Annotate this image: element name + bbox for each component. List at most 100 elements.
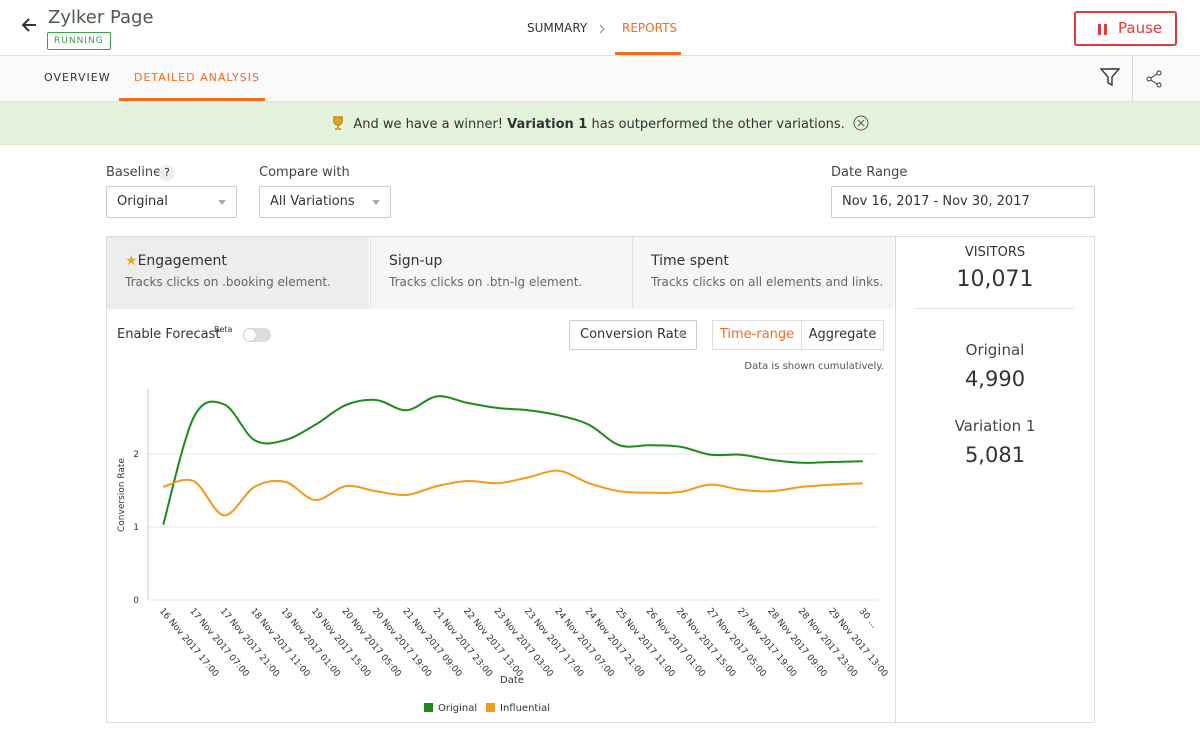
baseline-value: Original (117, 194, 168, 209)
help-icon[interactable]: ? (159, 165, 175, 181)
x-tick-label: 17 Nov 2017 21:00 (218, 607, 281, 680)
y-tick-label: 2 (133, 450, 139, 460)
nav-reports[interactable]: REPORTS (622, 21, 678, 35)
divider (895, 237, 896, 722)
date-input[interactable]: Nov 16, 2017 - Nov 30, 2017 (831, 186, 1095, 218)
goal-name: Engagement (137, 253, 227, 269)
variation-visitors: 4,990 (964, 367, 1026, 391)
series-line (162, 395, 863, 526)
goal-desc: Tracks clicks on .booking element. (125, 275, 331, 289)
banner-suffix: has outperformed the other variations. (591, 117, 845, 132)
caret (678, 333, 686, 338)
compare-select[interactable]: All Variations (259, 186, 391, 218)
legend-label: Influential (500, 703, 550, 714)
forecast-label: Enable Forecast (117, 327, 221, 342)
x-tick-label: 24 Nov 2017 07:00 (552, 607, 615, 680)
goal-tab[interactable]: Sign-up Tracks clicks on .btn-lg element. (370, 237, 632, 309)
beta-label: Beta (214, 325, 233, 334)
visitors-total: 10,071 (956, 267, 1034, 292)
goal-name: Sign-up (389, 253, 443, 269)
page-title: Zylker Page (48, 7, 154, 28)
forecast-toggle[interactable] (243, 328, 271, 342)
divider (916, 308, 1074, 309)
goal-desc: Tracks clicks on .btn-lg element. (389, 275, 583, 289)
star-icon: ★ (125, 253, 138, 269)
x-tick-label: 19 Nov 2017 15:00 (309, 607, 372, 680)
pause-label: Pause (1118, 19, 1163, 37)
x-axis-label: Date (500, 675, 524, 686)
divider (0, 55, 1200, 56)
separator (1132, 56, 1133, 101)
x-tick-label: 17 Nov 2017 07:00 (187, 607, 250, 680)
tab-underline (119, 98, 265, 101)
mode-aggregate[interactable]: Aggregate (801, 320, 884, 350)
x-tick-label: 26 Nov 2017 15:00 (674, 607, 737, 680)
visitors-title: VISITORS (964, 245, 1026, 260)
x-tick-label: 25 Nov 2017 11:00 (613, 607, 676, 680)
goal-tab[interactable]: ★Engagement Tracks clicks on .booking ele… (107, 237, 369, 309)
compare-label: Compare with (259, 165, 350, 180)
nav-underline (615, 52, 681, 55)
x-tick-label: 27 Nov 2017 19:00 (735, 607, 798, 680)
x-tick-label: 27 Nov 2017 05:00 (704, 607, 767, 680)
x-tick-label: 26 Nov 2017 01:00 (644, 607, 707, 680)
tab-bar (0, 56, 1200, 101)
date-label: Date Range (831, 165, 908, 180)
cumulative-note: Data is shown cumulatively. (744, 361, 884, 372)
x-tick-label: 28 Nov 2017 23:00 (796, 607, 859, 680)
goal-name: Time spent (651, 253, 729, 269)
compare-value: All Variations (270, 194, 355, 209)
share-icon[interactable] (1146, 70, 1164, 88)
legend-swatch (486, 703, 495, 712)
x-tick-label: 29 Nov 2017 13:00 (826, 607, 889, 680)
tab-overview[interactable]: OVERVIEW (44, 71, 111, 84)
goal-tab[interactable]: Time spent Tracks clicks on all elements … (632, 237, 894, 309)
x-tick-label: 23 Nov 2017 17:00 (522, 607, 585, 680)
chevron (599, 24, 605, 34)
trophy-icon (333, 116, 343, 130)
x-tick-label: 28 Nov 2017 09:00 (765, 607, 828, 680)
tab-detailed[interactable]: DETAILED ANALYSIS (134, 71, 260, 84)
winner-banner (0, 101, 1200, 145)
date-value: Nov 16, 2017 - Nov 30, 2017 (842, 194, 1030, 209)
x-tick-label: 18 Nov 2017 11:00 (248, 607, 311, 680)
baseline-label: Baseline (106, 165, 162, 180)
x-tick-label: 22 Nov 2017 13:00 (461, 607, 524, 680)
close-banner[interactable] (853, 115, 869, 131)
banner-winner: Variation 1 (507, 117, 588, 132)
baseline-select[interactable]: Original (106, 186, 237, 218)
metric-select[interactable]: Conversion Rate (569, 320, 697, 350)
pause-button[interactable]: Pause (1074, 11, 1177, 46)
variation-name: Variation 1 (954, 417, 1036, 435)
report-panel (106, 236, 1095, 723)
variation-name: Original (965, 341, 1025, 359)
metric-value: Conversion Rate (580, 327, 687, 342)
legend-swatch (424, 703, 433, 712)
x-tick-label: 24 Nov 2017 21:00 (583, 607, 646, 680)
mode-time-range[interactable]: Time-range (712, 320, 802, 350)
y-tick-label: 0 (133, 596, 139, 606)
x-tick-label: 21 Nov 2017 23:00 (431, 607, 494, 680)
legend-label: Original (438, 703, 477, 714)
caret (218, 200, 226, 205)
series-line (162, 469, 863, 517)
goal-desc: Tracks clicks on all elements and links. (651, 275, 884, 289)
caret (372, 200, 380, 205)
pause-icon (1098, 24, 1107, 35)
x-tick-label: 21 Nov 2017 09:00 (400, 607, 463, 680)
x-tick-label: 20 Nov 2017 05:00 (339, 607, 402, 680)
y-axis-label: Conversion Rate (117, 458, 127, 532)
x-tick-label: 16 Nov 2017 17:00 (157, 607, 220, 680)
banner-prefix: And we have a winner! (353, 117, 503, 132)
x-tick-label: 23 Nov 2017 03:00 (491, 607, 554, 680)
status-badge: RUNNING (47, 32, 111, 50)
filter-icon[interactable] (1100, 67, 1120, 87)
back-button[interactable] (20, 16, 38, 34)
x-tick-label: 20 Nov 2017 19:00 (370, 607, 433, 680)
nav-summary[interactable]: SUMMARY (527, 21, 588, 35)
banner-text: And we have a winner! Variation 1 has ou… (0, 115, 1200, 132)
x-tick-label: 30 ... (856, 607, 878, 631)
variation-visitors: 5,081 (964, 443, 1026, 467)
